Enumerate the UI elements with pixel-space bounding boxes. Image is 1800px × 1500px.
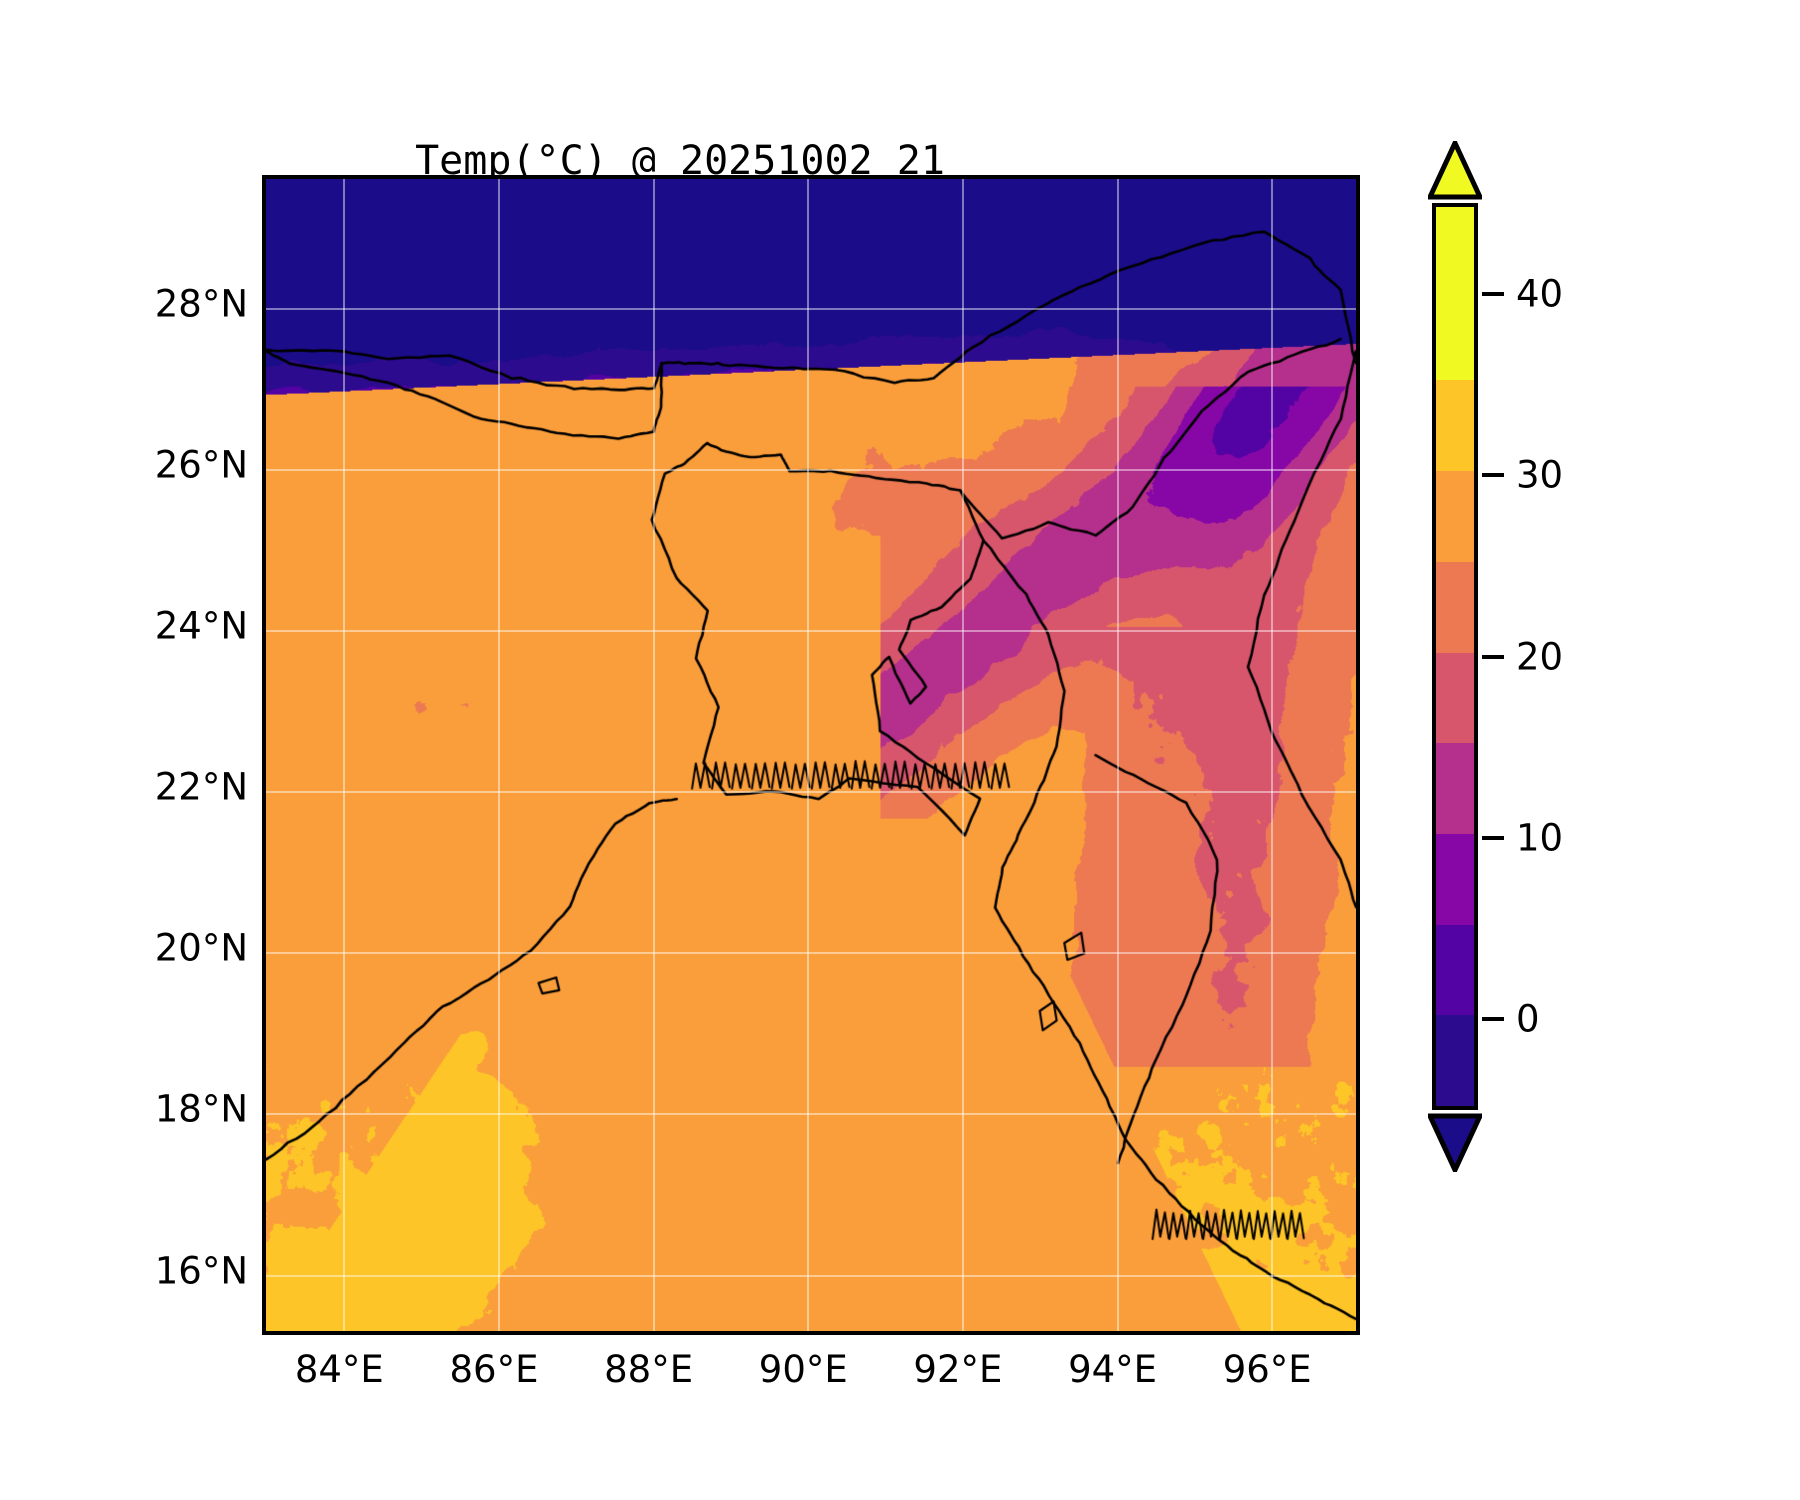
colorbar-band bbox=[1436, 560, 1474, 653]
longitude-tick-label: 88°E bbox=[604, 1348, 694, 1391]
colorbar-tick-label: 30 bbox=[1516, 453, 1564, 497]
latitude-tick-label: 18°N bbox=[154, 1087, 248, 1131]
latitude-tick-label: 16°N bbox=[154, 1249, 248, 1293]
colorbar-band bbox=[1436, 651, 1474, 744]
latitude-tick-label: 26°N bbox=[154, 443, 248, 487]
colorbar-band bbox=[1436, 207, 1474, 290]
longitude-tick-label: 84°E bbox=[294, 1348, 384, 1391]
latitude-tick-label: 24°N bbox=[154, 604, 248, 648]
latitude-tick-label: 20°N bbox=[154, 926, 248, 970]
longitude-tick-label: 86°E bbox=[449, 1348, 539, 1391]
colorbar-tick-label: 0 bbox=[1516, 997, 1540, 1041]
colorbar-tick-label: 10 bbox=[1516, 816, 1564, 860]
latitude-tick-label: 28°N bbox=[154, 282, 248, 326]
colorbar-band bbox=[1436, 832, 1474, 925]
temperature-heatmap bbox=[266, 179, 1356, 1331]
map-axes[interactable] bbox=[262, 175, 1360, 1335]
latitude-tick-label: 22°N bbox=[154, 765, 248, 809]
colorbar-extend-under-arrow bbox=[1428, 1113, 1482, 1172]
colorbar-tick-mark bbox=[1482, 654, 1504, 659]
colorbar-tick-mark bbox=[1482, 291, 1504, 296]
colorbar-band bbox=[1436, 1014, 1474, 1106]
colorbar-band bbox=[1436, 923, 1474, 1016]
longitude-tick-label: 96°E bbox=[1222, 1348, 1312, 1391]
map-plot-area bbox=[266, 179, 1356, 1331]
colorbar-tick-label: 40 bbox=[1516, 272, 1564, 316]
colorbar-tick-label: 20 bbox=[1516, 635, 1564, 678]
colorbar-band bbox=[1436, 379, 1474, 472]
colorbar[interactable]: 0 10 20 30 40 bbox=[1428, 141, 1563, 1172]
colorbar-band bbox=[1436, 470, 1474, 562]
longitude-tick-label: 92°E bbox=[913, 1348, 1003, 1391]
colorbar-tick-mark bbox=[1482, 473, 1504, 478]
longitude-tick-label: 90°E bbox=[758, 1348, 848, 1391]
colorbar-band bbox=[1436, 288, 1474, 381]
longitude-tick-label: 94°E bbox=[1068, 1348, 1158, 1391]
colorbar-tick-mark bbox=[1482, 835, 1504, 840]
colorbar-tick-mark bbox=[1482, 1017, 1504, 1022]
colorbar-band bbox=[1436, 742, 1474, 834]
colorbar-extend-over-arrow bbox=[1428, 141, 1482, 200]
colorbar-body bbox=[1432, 203, 1478, 1110]
